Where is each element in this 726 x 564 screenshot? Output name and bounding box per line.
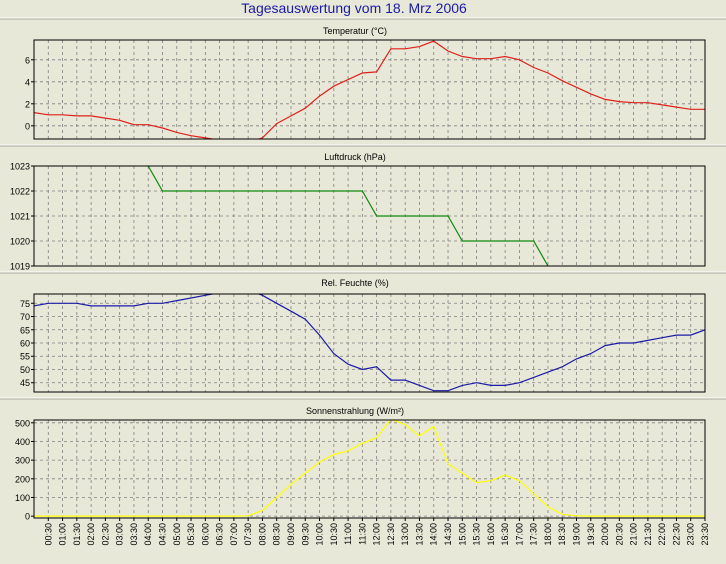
- x-tick-label: 09:00: [286, 523, 296, 546]
- x-tick-label: 16:30: [500, 523, 510, 546]
- plot-frame: [33, 419, 706, 519]
- x-tick-label: 11:00: [343, 523, 353, 545]
- x-tick-label: 22:00: [657, 523, 667, 546]
- x-tick-label: 02:00: [86, 523, 96, 546]
- x-tick-label: 05:30: [186, 523, 196, 546]
- x-tick-label: 20:30: [614, 523, 624, 546]
- x-tick-label: 23:30: [700, 523, 710, 546]
- plot-frame: [33, 39, 706, 140]
- x-tick-label: 23:00: [686, 523, 696, 546]
- y-tick-label: 4: [25, 77, 30, 87]
- y-tick-label: 0: [25, 512, 30, 522]
- y-tick-label: 60: [20, 339, 30, 349]
- y-tick-label: 75: [20, 299, 30, 309]
- x-tick-label: 01:00: [58, 523, 68, 546]
- plot-frame: [33, 165, 706, 267]
- y-tick-label: 1020: [10, 237, 30, 247]
- x-tick-label: 14:00: [429, 523, 439, 546]
- x-tick-label: 12:30: [386, 523, 396, 546]
- series-line: [145, 166, 549, 266]
- x-tick-label: 09:30: [300, 523, 310, 546]
- y-tick-label: 400: [15, 437, 30, 447]
- y-tick-label: 1019: [10, 262, 30, 272]
- x-tick-label: 13:00: [400, 523, 410, 546]
- x-tick-label: 08:00: [257, 523, 267, 546]
- y-tick-label: 200: [15, 474, 30, 484]
- x-tick-label: 22:30: [671, 523, 681, 546]
- x-tick-label: 21:00: [629, 523, 639, 546]
- series-line: [34, 294, 705, 392]
- y-tick-label: 1023: [10, 162, 30, 172]
- chart-panel-1: Temperatur (°C) 0 2 4 6: [25, 26, 706, 140]
- x-tick-label: 07:00: [229, 523, 239, 546]
- plot-frame: [33, 293, 706, 393]
- x-tick-label: 21:30: [643, 523, 653, 546]
- y-tick-label: 55: [20, 352, 30, 362]
- y-tick-label: 300: [15, 456, 30, 466]
- chart-panel-4: Sonnenstrahlung (W/m²) 0 100 200 300 400 500: [15, 406, 706, 522]
- x-tick-label: 04:00: [143, 523, 153, 546]
- x-tick-label: 11:30: [357, 523, 367, 545]
- chart-title: Temperatur (°C): [323, 26, 387, 36]
- chart-title: Rel. Feuchte (%): [321, 278, 389, 288]
- page-title: Tagesauswertung vom 18. Mrz 2006: [241, 0, 467, 16]
- y-tick-label: 65: [20, 325, 30, 335]
- x-tick-label: 05:00: [172, 523, 182, 546]
- x-tick-label: 20:00: [600, 523, 610, 546]
- x-tick-label: 19:00: [572, 523, 582, 546]
- x-tick-label: 02:30: [100, 523, 110, 546]
- chart-title: Luftdruck (hPa): [324, 152, 386, 162]
- y-tick-label: 2: [25, 99, 30, 109]
- x-tick-label: 19:30: [586, 523, 596, 546]
- x-tick-label: 08:30: [272, 523, 282, 546]
- x-tick-label: 17:00: [514, 523, 524, 546]
- y-tick-label: 70: [20, 312, 30, 322]
- x-tick-label: 10:00: [315, 523, 325, 546]
- x-tick-label: 17:30: [529, 523, 539, 546]
- x-tick-label: 15:30: [472, 523, 482, 546]
- y-tick-label: 50: [20, 365, 30, 375]
- x-tick-label: 13:30: [414, 523, 424, 546]
- x-tick-label: 00:30: [43, 523, 53, 546]
- y-tick-label: 6: [25, 55, 30, 65]
- chart-panel-3: Rel. Feuchte (%) 45 50 55 60 65 70 75: [20, 278, 706, 393]
- chart-panel-2: Luftdruck (hPa) 1019 1020 1021 1022 1023: [10, 152, 706, 272]
- chart-panels: Temperatur (°C) 0 2 4 6 Luftdruck (hPa) 1019 10…: [0, 17, 726, 522]
- x-tick-label: 06:00: [200, 523, 210, 546]
- y-tick-label: 100: [15, 493, 30, 503]
- x-tick-label: 14:30: [443, 523, 453, 546]
- x-tick-label: 03:00: [115, 523, 125, 546]
- y-tick-label: 500: [15, 418, 30, 428]
- y-tick-label: 0: [25, 121, 30, 131]
- x-tick-label: 06:30: [215, 523, 225, 546]
- x-tick-label: 18:00: [543, 523, 553, 546]
- x-tick-label: 15:00: [457, 523, 467, 546]
- chart-title: Sonnenstrahlung (W/m²): [306, 406, 404, 416]
- x-tick-label: 07:30: [243, 523, 253, 546]
- x-tick-label: 01:30: [72, 523, 82, 546]
- x-tick-label: 18:30: [557, 523, 567, 546]
- x-tick-label: 10:30: [329, 523, 339, 546]
- x-tick-label: 04:30: [157, 523, 167, 546]
- x-tick-label: 12:00: [372, 523, 382, 546]
- y-tick-label: 45: [20, 378, 30, 388]
- series-line: [34, 40, 705, 139]
- x-tick-label: 16:00: [486, 523, 496, 546]
- y-tick-label: 1021: [10, 212, 30, 222]
- x-tick-label: 03:30: [129, 523, 139, 546]
- series-line: [34, 420, 705, 517]
- y-tick-label: 1022: [10, 187, 30, 197]
- x-axis-labels: 00:30 01:00 01:30 02:00 02:30 03:00 03:30 04:00…: [43, 518, 710, 546]
